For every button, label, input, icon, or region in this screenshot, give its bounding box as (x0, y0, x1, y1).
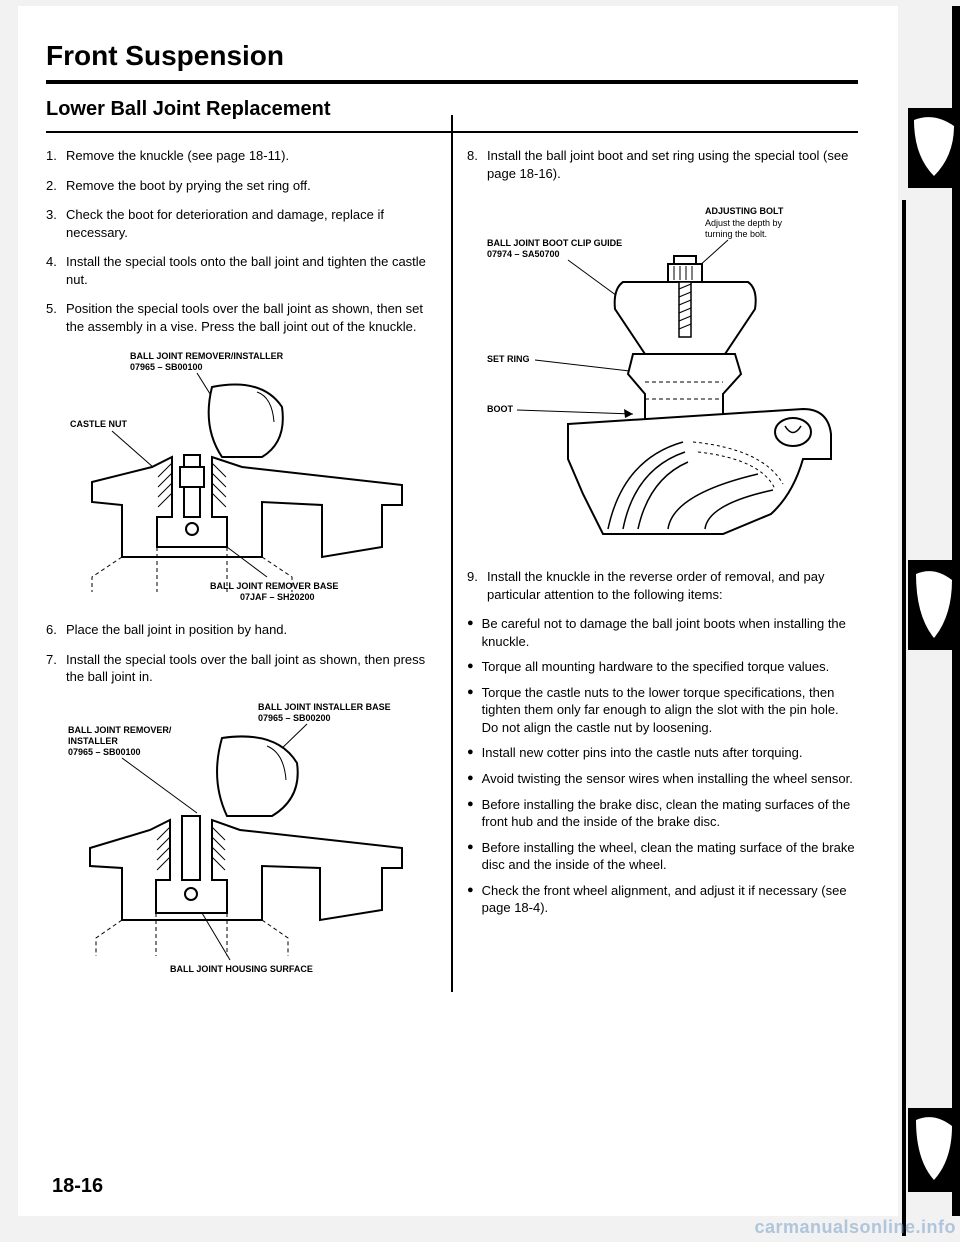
bullet-1: Be careful not to damage the ball joint … (467, 615, 858, 650)
page-title: Front Suspension (46, 40, 858, 72)
fig1-label1a: BALL JOINT REMOVER/INSTALLER (130, 351, 284, 361)
fig3-label3: SET RING (487, 354, 530, 364)
fig2-label1c: 07965 – SB00100 (68, 747, 141, 757)
step-8: 8.Install the ball joint boot and set ri… (467, 147, 858, 182)
bullet-4: Install new cotter pins into the castle … (467, 744, 858, 762)
fig3-label1b: 07974 – SA50700 (487, 249, 560, 259)
step-3: 3.Check the boot for deterioration and d… (46, 206, 437, 241)
fig2-label3: BALL JOINT HOUSING SURFACE (170, 964, 313, 974)
bullet-7: Before installing the wheel, clean the m… (467, 839, 858, 874)
step-9: 9.Install the knuckle in the reverse ord… (467, 568, 858, 603)
bullet-8: Check the front wheel alignment, and adj… (467, 882, 858, 917)
step-5: 5.Position the special tools over the ba… (46, 300, 437, 335)
columns: 1.Remove the knuckle (see page 18-11). 2… (46, 147, 858, 992)
step-7: 7.Install the special tools over the bal… (46, 651, 437, 686)
step-6: 6.Place the ball joint in position by ha… (46, 621, 437, 639)
tab-marker-bot (908, 1108, 960, 1192)
tab-marker-top (908, 108, 960, 188)
bullet-6: Before installing the brake disc, clean … (467, 796, 858, 831)
bullet-5: Avoid twisting the sensor wires when ins… (467, 770, 858, 788)
step-2: 2.Remove the boot by prying the set ring… (46, 177, 437, 195)
tab-marker-mid (908, 560, 960, 650)
bullet-list: Be careful not to damage the ball joint … (467, 615, 858, 917)
rule-thick (46, 80, 858, 84)
fig3-label4: BOOT (487, 404, 514, 414)
fig3-label2b: Adjust the depth by (705, 218, 783, 228)
watermark: carmanualsonline.info (754, 1217, 956, 1238)
step-1: 1.Remove the knuckle (see page 18-11). (46, 147, 437, 165)
fig3-label1a: BALL JOINT BOOT CLIP GUIDE (487, 238, 622, 248)
bullet-2: Torque all mounting hardware to the spec… (467, 658, 858, 676)
figure-2: BALL JOINT INSTALLER BASE 07965 – SB0020… (46, 698, 437, 978)
fig3-label2c: turning the bolt. (705, 229, 767, 239)
fig3-label2a: ADJUSTING BOLT (705, 206, 784, 216)
fig2-label1b: INSTALLER (68, 736, 118, 746)
page-number: 18-16 (52, 1175, 103, 1198)
figure-3: ADJUSTING BOLT Adjust the depth by turni… (467, 194, 858, 554)
column-divider (451, 115, 453, 992)
right-column: 8.Install the ball joint boot and set ri… (467, 147, 858, 992)
fig2-label2a: BALL JOINT INSTALLER BASE (258, 702, 391, 712)
fig1-label3a: BALL JOINT REMOVER BASE (210, 581, 338, 591)
page-container: Front Suspension Lower Ball Joint Replac… (18, 6, 898, 1216)
fig1-label3b: 07JAF – SH20200 (240, 592, 315, 602)
left-column: 1.Remove the knuckle (see page 18-11). 2… (46, 147, 437, 992)
bullet-3: Torque the castle nuts to the lower torq… (467, 684, 858, 737)
fig1-label1b: 07965 – SB00100 (130, 362, 203, 372)
fig2-label1a: BALL JOINT REMOVER/ (68, 725, 172, 735)
fig2-label2b: 07965 – SB00200 (258, 713, 331, 723)
side-rule (902, 200, 906, 1236)
fig1-label2: CASTLE NUT (70, 419, 127, 429)
step-4: 4.Install the special tools onto the bal… (46, 253, 437, 288)
figure-1: BALL JOINT REMOVER/INSTALLER 07965 – SB0… (46, 347, 437, 607)
